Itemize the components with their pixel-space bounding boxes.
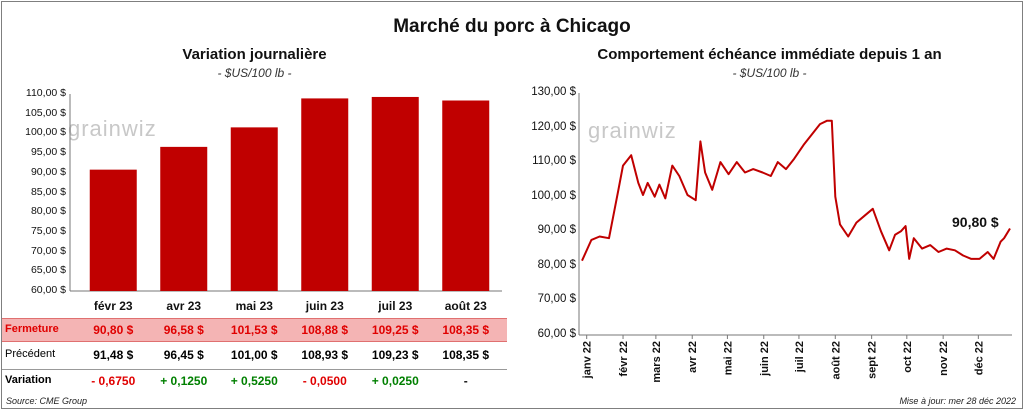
right-ytick-label: 70,00 $ [537, 293, 576, 306]
left-ytick-label: 70,00 $ [30, 244, 66, 257]
last-value-label: 90,80 $ [952, 214, 999, 230]
left-ytick-label: 85,00 $ [30, 185, 66, 198]
left-ytick-label: 100,00 $ [25, 126, 66, 139]
left-ytick-label: 95,00 $ [30, 146, 66, 159]
price-line [581, 119, 1011, 262]
table-cell: 96,45 $ [163, 348, 204, 362]
left-ytick-label: 110,00 $ [25, 87, 66, 99]
x-tick-label: avr 22 [687, 341, 699, 373]
table-row: Précédent 91,48 $ 96,45 $ 101,00 $ 108,93 $ 1… [2, 344, 507, 366]
category-label: févr 23 [93, 299, 133, 313]
bar-2 [230, 127, 278, 292]
table-cell: 96,58 $ [163, 323, 204, 337]
table-cell: 101,00 $ [230, 348, 278, 362]
table-cell: + 0,1250 [160, 374, 208, 388]
x-tick-label: févr 22 [618, 341, 630, 376]
x-tick-label: sept 22 [867, 341, 879, 379]
table-cell: - [463, 374, 468, 388]
bar-5 [442, 100, 490, 291]
left-ytick-label: 75,00 $ [30, 224, 66, 237]
row-label: Précédent [5, 348, 56, 360]
table-cell: 91,48 $ [93, 348, 134, 362]
table-cell: 108,93 $ [301, 348, 349, 362]
right-chart-subtitle: - $US/100 lb - [732, 66, 807, 80]
x-tick-label: oct 22 [902, 341, 914, 373]
source-note: Source: CME Group [6, 396, 88, 406]
table-cell: + 0,5250 [230, 374, 278, 388]
left-ytick-label: 105,00 $ [25, 106, 66, 119]
bar-3 [301, 98, 349, 291]
left-bar-chart [69, 94, 502, 292]
left-watermark: grainwiz [68, 116, 157, 141]
main-title: Marché du porc à Chicago [393, 16, 631, 37]
row-label: Fermeture [5, 323, 59, 335]
table-cell: 109,25 $ [371, 323, 419, 337]
left-ytick-label: 90,00 $ [30, 165, 66, 178]
left-ytick-label: 80,00 $ [30, 205, 66, 218]
right-ytick-label: 80,00 $ [537, 258, 576, 271]
right-ytick-label: 60,00 $ [537, 328, 576, 340]
table-cell: 101,53 $ [230, 323, 278, 337]
x-tick-label: déc 22 [973, 341, 985, 375]
table-cell: 109,23 $ [371, 348, 419, 362]
update-note: Mise à jour: mer 28 déc 2022 [899, 396, 1016, 406]
left-chart-subtitle: - $US/100 lb - [217, 66, 292, 80]
right-ytick-label: 130,00 $ [531, 86, 576, 98]
bar-0 [89, 169, 137, 291]
x-tick-label: juin 22 [759, 341, 771, 377]
right-watermark: grainwiz [588, 118, 677, 143]
left-ytick-label: 60,00 $ [30, 284, 66, 296]
category-label: août 23 [444, 299, 487, 313]
bar-1 [160, 146, 208, 291]
x-tick-label: juil 22 [794, 341, 806, 373]
right-ytick-label: 100,00 $ [531, 189, 576, 202]
category-label: juil 23 [378, 299, 413, 313]
left-chart-title: Variation journalière [182, 46, 327, 63]
category-label: mai 23 [235, 299, 273, 313]
right-ytick-label: 120,00 $ [531, 120, 576, 133]
x-tick-label: mai 22 [722, 341, 734, 375]
row-label: Variation [5, 374, 52, 386]
right-ytick-label: 110,00 $ [532, 155, 576, 168]
left-ytick-label: 65,00 $ [30, 264, 66, 277]
x-tick-label: août 22 [830, 341, 842, 380]
table-cell: 108,35 $ [442, 323, 490, 337]
x-tick-label: janv 22 [582, 341, 594, 379]
table-cell: - 0,6750 [91, 374, 136, 388]
table-cell: + 0,0250 [371, 374, 419, 388]
table-cell: 90,80 $ [93, 323, 134, 337]
table-row: Variation - 0,6750 + 0,1250 + 0,5250 - 0,050… [2, 369, 507, 392]
table-row: Fermeture 90,80 $ 96,58 $ 101,53 $ 108,88 $ 1… [2, 318, 507, 342]
table-cell: - 0,0500 [302, 374, 347, 388]
right-chart-title: Comportement échéance immédiate depuis 1… [597, 46, 942, 63]
table-cell: 108,88 $ [301, 323, 349, 337]
bar-4 [371, 96, 419, 291]
x-tick-label: mars 22 [651, 341, 663, 383]
category-label: avr 23 [166, 299, 202, 313]
x-tick-label: nov 22 [938, 341, 950, 376]
category-label: juin 23 [305, 299, 344, 313]
right-ytick-label: 90,00 $ [537, 224, 576, 237]
table-cell: 108,35 $ [442, 348, 490, 362]
